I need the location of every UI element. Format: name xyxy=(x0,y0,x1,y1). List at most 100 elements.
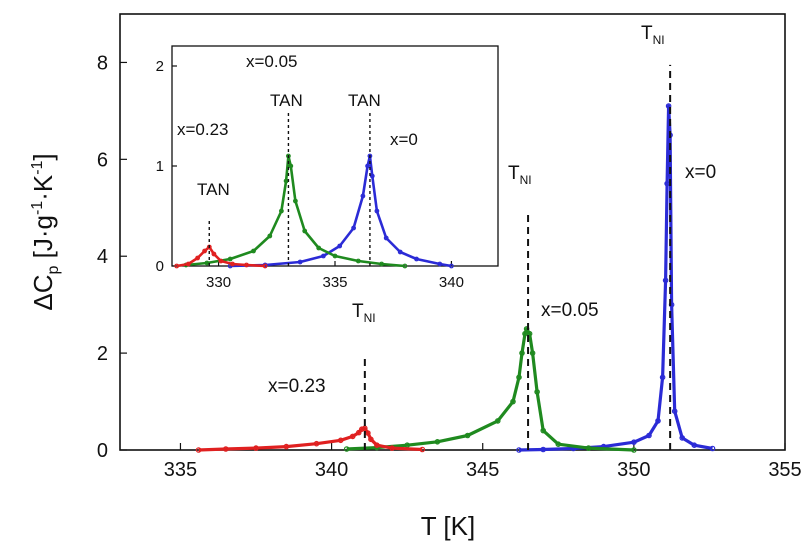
main-point-x005 xyxy=(464,432,471,439)
inset-panel: 330 335 340 0 1 2 TAN TAN TAN x=0 x=0.05 x=0… xyxy=(156,45,499,291)
inset-xtick-label: 330 xyxy=(206,274,231,291)
inset-point-x0 xyxy=(383,235,389,241)
main-ytick-label: 6 xyxy=(97,149,108,171)
main-point-x023 xyxy=(419,446,426,453)
main-point-x005 xyxy=(631,447,637,453)
main-point-x0 xyxy=(540,446,547,453)
main-point-x023 xyxy=(374,442,380,449)
inset-point-x023 xyxy=(211,251,217,257)
inset-point-x023 xyxy=(195,255,201,261)
main-label-x023: x=0.23 xyxy=(268,376,326,397)
inset-point-x0 xyxy=(321,253,326,259)
inset-series-line-x0 xyxy=(230,154,452,268)
inset-point-x005 xyxy=(316,245,322,251)
main-point-x0 xyxy=(655,418,661,424)
main-point-x023 xyxy=(283,443,290,450)
inset-series-line-x005 xyxy=(185,154,406,268)
inset-tan-label-x005: TAN xyxy=(270,91,303,110)
inset-point-x005 xyxy=(402,263,408,269)
main-point-x005 xyxy=(434,438,441,445)
main-point-x0 xyxy=(679,435,686,441)
x-axis-title: T [K] xyxy=(421,511,475,541)
main-point-x0 xyxy=(671,408,678,415)
y-axis-title: ΔCp [J·g-1·K-1] xyxy=(28,153,62,310)
inset-series-line-x023 xyxy=(176,245,266,268)
inset-point-x005 xyxy=(227,256,233,262)
main-point-x005 xyxy=(519,350,525,356)
main-point-x023 xyxy=(349,433,356,440)
inset-point-x023 xyxy=(218,258,224,264)
main-point-x023 xyxy=(368,436,374,443)
main-xtick-label: 350 xyxy=(617,459,650,481)
main-point-x023 xyxy=(253,445,259,451)
main-plot-frame xyxy=(119,13,786,451)
main-point-x005 xyxy=(540,427,547,434)
main-tni-label-x023: TNI xyxy=(352,301,376,325)
main-point-x023 xyxy=(313,440,320,447)
main-tni-label-x005: TNI xyxy=(508,163,532,187)
main-point-x0 xyxy=(516,447,522,453)
main-ytick-label: 4 xyxy=(97,246,108,268)
main-point-x0 xyxy=(646,432,652,439)
main-point-x005 xyxy=(585,445,592,451)
inset-series-group xyxy=(174,153,454,269)
inset-point-x023 xyxy=(244,262,249,268)
inset-x-axis: 330 335 340 xyxy=(206,261,464,291)
main-label-x0: x=0 xyxy=(685,162,716,183)
main-point-x0 xyxy=(665,103,672,109)
inset-point-x005 xyxy=(279,208,284,214)
main-point-x023 xyxy=(355,429,362,436)
inset-point-x0 xyxy=(297,259,303,265)
main-tni-label-x0: TNI xyxy=(641,23,665,47)
inset-xtick-label: 335 xyxy=(322,274,347,291)
main-point-x023 xyxy=(223,446,229,452)
main-point-x0 xyxy=(691,442,698,449)
inset-point-x0 xyxy=(351,225,357,231)
inset-point-x005 xyxy=(355,258,361,264)
inset-point-x0 xyxy=(449,263,454,269)
inset-point-x023 xyxy=(185,261,191,267)
inset-ytick-label: 0 xyxy=(156,258,164,275)
inset-label-x023: x=0.23 xyxy=(177,120,229,139)
main-series-line-x023 xyxy=(198,426,423,452)
main-xtick-label: 340 xyxy=(315,459,348,481)
inset-point-x0 xyxy=(437,261,443,267)
inset-ytick-label: 1 xyxy=(156,158,164,175)
main-series-line-x0 xyxy=(518,104,713,452)
inset-label-x0: x=0 xyxy=(390,130,418,149)
main-point-x023 xyxy=(389,445,395,451)
main-point-x0 xyxy=(631,439,637,446)
main-xtick-label: 335 xyxy=(164,459,197,481)
main-point-x023 xyxy=(358,426,365,433)
inset-point-x023 xyxy=(202,248,208,254)
inset-point-x005 xyxy=(332,253,338,259)
main-point-x0 xyxy=(662,277,669,284)
inset-point-x005 xyxy=(379,261,385,267)
inset-plot-frame xyxy=(171,45,499,267)
main-y-axis: 0 2 4 6 8 xyxy=(97,52,127,462)
inset-point-x005 xyxy=(302,228,308,234)
main-point-x005 xyxy=(529,350,536,356)
inset-point-x005 xyxy=(288,163,294,169)
inset-point-x0 xyxy=(365,163,371,169)
main-point-x023 xyxy=(195,447,202,453)
inset-point-x005 xyxy=(267,233,273,239)
main-xtick-label: 355 xyxy=(768,459,801,481)
inset-point-x0 xyxy=(397,249,403,255)
inset-xtick-label: 340 xyxy=(439,274,464,291)
inset-point-x0 xyxy=(374,208,380,214)
main-reference-lines xyxy=(363,64,672,450)
inset-point-x023 xyxy=(262,263,268,269)
inset-point-x0 xyxy=(414,256,419,262)
inset-point-x0 xyxy=(337,243,343,249)
inset-tan-label-x023: TAN xyxy=(197,180,230,199)
inset-label-x005: x=0.05 xyxy=(246,52,298,71)
main-point-x005 xyxy=(516,374,522,381)
main-point-x005 xyxy=(526,330,533,337)
main-x-axis: 335 340 345 350 355 xyxy=(164,443,802,481)
main-point-x0 xyxy=(659,374,666,381)
main-series-line-x005 xyxy=(346,327,634,452)
main-series-group xyxy=(195,103,716,453)
